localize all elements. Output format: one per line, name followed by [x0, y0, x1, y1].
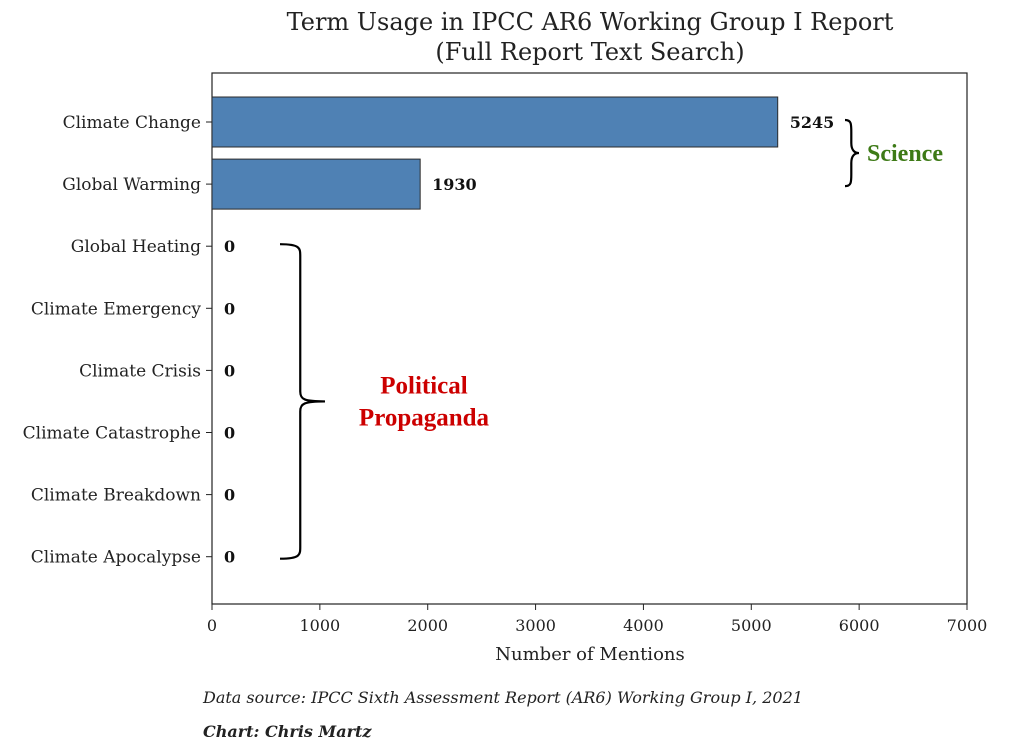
- category-label: Climate Breakdown: [31, 486, 201, 506]
- category-label: Global Warming: [62, 175, 201, 195]
- group-annotations: Science Political Propaganda: [279, 118, 943, 560]
- category-label: Climate Emergency: [31, 299, 202, 319]
- category-label: Climate Crisis: [79, 361, 201, 381]
- x-tick-label: 5000: [731, 616, 772, 635]
- bar: [211, 158, 421, 210]
- x-ticks: 0 1000 2000 3000 4000 5000 6000 7000: [207, 604, 987, 635]
- value-label: 0: [224, 548, 235, 567]
- value-labels: 5245 1930 0 0 0 0 0 0: [224, 113, 834, 567]
- value-label: 0: [224, 424, 235, 443]
- category-label: Climate Change: [63, 113, 201, 133]
- x-tick-label: 1000: [299, 616, 340, 635]
- curly-brace: [279, 243, 326, 560]
- chart-subtitle-line: (Full Report Text Search): [435, 38, 744, 66]
- data-source-note: Data source: IPCC Sixth Assessment Repor…: [203, 688, 803, 707]
- value-label: 0: [224, 486, 235, 505]
- value-label: 0: [224, 299, 235, 318]
- x-axis-label: Number of Mentions: [495, 644, 684, 665]
- category-labels: Climate Change Global Warming Global Heati…: [23, 113, 202, 568]
- x-tick-label: 7000: [947, 616, 988, 635]
- value-label: 5245: [790, 113, 835, 132]
- category-label: Global Heating: [71, 237, 201, 257]
- x-tick-label: 3000: [515, 616, 556, 635]
- bar: [211, 96, 779, 148]
- value-label: 1930: [432, 175, 477, 194]
- chart-title-line: Term Usage in IPCC AR6 Working Group I R…: [287, 8, 894, 36]
- curly-brace: [844, 118, 860, 188]
- category-label: Climate Catastrophe: [23, 424, 201, 444]
- group-label: Science: [867, 141, 943, 167]
- group-label: Political: [380, 372, 468, 399]
- x-tick-label: 2000: [407, 616, 448, 635]
- category-label: Climate Apocalypse: [31, 548, 201, 568]
- value-label: 0: [224, 237, 235, 256]
- bar-chart: Term Usage in IPCC AR6 Working Group I R…: [23, 8, 988, 665]
- y-ticks: [206, 121, 212, 558]
- bars-group: [211, 96, 779, 210]
- x-tick-label: 4000: [623, 616, 664, 635]
- group-label: Propaganda: [359, 404, 490, 431]
- x-tick-label: 0: [207, 616, 217, 635]
- chart-title: Term Usage in IPCC AR6 Working Group I R…: [287, 8, 894, 66]
- plot-area-frame: [211, 72, 968, 605]
- chart-credit: Chart: Chris Martz: [203, 722, 372, 741]
- x-tick-label: 6000: [839, 616, 880, 635]
- value-label: 0: [224, 361, 235, 380]
